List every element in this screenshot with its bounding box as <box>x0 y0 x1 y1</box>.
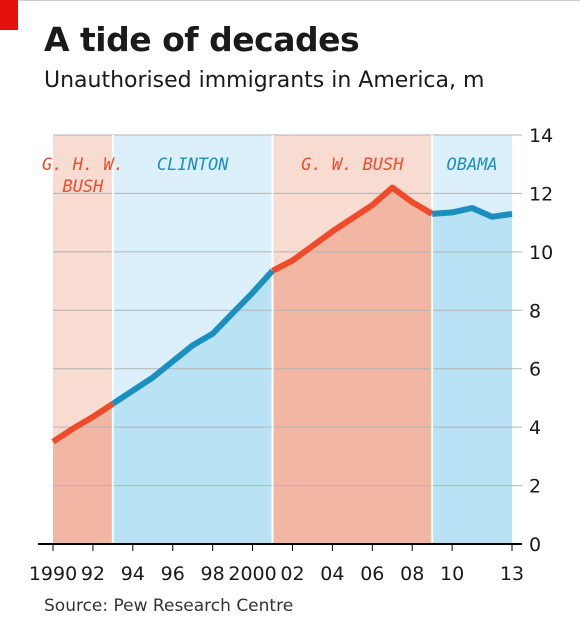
y-tick-label: 0 <box>529 534 541 556</box>
gridlines <box>53 134 522 487</box>
y-tick-label: 4 <box>529 417 541 439</box>
chart-title: A tide of decades <box>44 20 360 59</box>
era-area-obama <box>432 208 512 544</box>
y-tick-label: 10 <box>529 242 553 264</box>
top-rule <box>18 0 580 1</box>
era-area-clinton <box>112 270 273 544</box>
axes <box>38 543 522 551</box>
y-tick-label: 2 <box>529 476 541 498</box>
area-fills <box>53 187 512 544</box>
x-tick-label: 94 <box>121 563 145 585</box>
series-line-g-w-bush <box>271 184 434 274</box>
x-tick-label: 06 <box>360 563 384 585</box>
era-label-line: G. H. W. <box>42 155 124 175</box>
series-line-obama <box>431 205 513 220</box>
x-tick-label: 1990 <box>29 563 77 585</box>
x-tick-label: 02 <box>280 563 304 585</box>
y-tick-label: 12 <box>529 183 553 205</box>
x-tick-label: 10 <box>440 563 464 585</box>
x-tick-label: 96 <box>161 563 185 585</box>
era-label-g-w-bush: G. W. BUSH <box>301 155 404 175</box>
era-label-line: G. W. BUSH <box>301 155 404 175</box>
series-line-clinton <box>111 268 275 407</box>
era-label-line: BUSH <box>62 177 104 197</box>
series-line <box>51 184 513 445</box>
era-area-g-h-w-bush <box>53 403 113 544</box>
x-tick-label: 2000 <box>228 563 276 585</box>
source-note: Source: Pew Research Centre <box>44 596 294 616</box>
era-label-obama: OBAMA <box>446 155 497 175</box>
chart-subtitle: Unauthorised immigrants in America, m <box>44 68 485 93</box>
era-label-g-h-w-bush: G. H. W. BUSH <box>42 155 124 197</box>
y-tick-label: 8 <box>529 300 541 322</box>
x-tick-label: 13 <box>500 563 524 585</box>
x-tick-label: 92 <box>81 563 105 585</box>
y-tick-label: 6 <box>529 359 541 381</box>
era-area-g-w-bush <box>272 187 433 544</box>
brand-corner-mark <box>0 0 18 30</box>
x-tick-label: 08 <box>400 563 424 585</box>
x-tick-labels: 1990 92 94 96 98 2000 02 04 06 08 10 13 <box>29 563 524 585</box>
era-label-line: OBAMA <box>446 155 497 175</box>
x-tick-label: 98 <box>201 563 225 585</box>
era-label-clinton: CLINTON <box>157 155 229 175</box>
era-labels: G. H. W. BUSH CLINTON G. W. BUSH OBAMA <box>42 155 498 197</box>
x-tick-label: 04 <box>320 563 344 585</box>
era-dividers <box>111 135 434 544</box>
y-tick-label: 14 <box>529 125 553 147</box>
series-line-g-h-w-bush <box>51 401 115 445</box>
y-tick-labels: 0 2 4 6 8 10 12 14 <box>529 125 553 556</box>
era-label-line: CLINTON <box>157 155 229 175</box>
